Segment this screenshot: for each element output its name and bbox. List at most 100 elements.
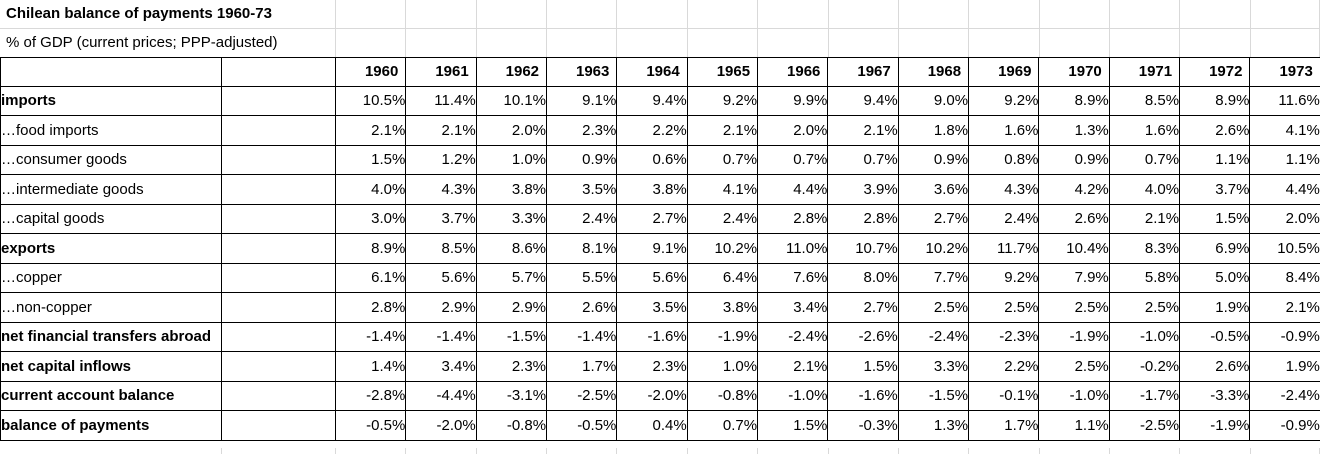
value-cell[interactable]: -2.6% [827,321,899,352]
year-header[interactable]: 1960 [334,57,407,87]
value-cell[interactable]: 5.6% [616,262,688,293]
row-label[interactable]: …non-copper [0,292,222,323]
value-cell[interactable]: -1.4% [405,321,477,352]
value-cell[interactable]: -0.9% [1249,321,1320,352]
value-cell[interactable]: 3.6% [897,174,970,205]
value-cell[interactable]: 3.3% [475,203,548,234]
value-cell[interactable]: -1.0% [757,380,829,411]
value-cell[interactable]: 5.5% [546,262,618,293]
year-header[interactable]: 1966 [757,57,829,87]
value-cell[interactable]: 1.4% [334,351,407,382]
value-cell[interactable]: 10.4% [1038,233,1110,264]
value-cell[interactable]: 8.9% [334,233,407,264]
value-cell[interactable]: 10.2% [686,233,759,264]
value-cell[interactable]: -2.5% [546,380,618,411]
value-cell[interactable]: 2.2% [616,115,688,146]
row-label[interactable]: …copper [0,262,222,293]
value-cell[interactable]: 2.4% [686,203,759,234]
value-cell[interactable]: 0.6% [616,144,688,175]
label-column-header[interactable] [0,57,222,87]
value-cell[interactable]: -0.9% [1249,410,1320,441]
value-cell[interactable]: 11.6% [1249,85,1320,116]
value-cell[interactable]: 4.2% [1038,174,1110,205]
value-cell[interactable]: -1.9% [1038,321,1110,352]
value-cell[interactable]: 2.8% [827,203,899,234]
value-cell[interactable]: -0.5% [334,410,407,441]
value-cell[interactable]: 5.8% [1108,262,1181,293]
value-cell[interactable]: 9.9% [757,85,829,116]
value-cell[interactable]: 0.9% [1038,144,1110,175]
value-cell[interactable]: 9.2% [968,85,1040,116]
value-cell[interactable]: 4.4% [1249,174,1320,205]
value-cell[interactable]: -0.5% [546,410,618,441]
value-cell[interactable]: 10.5% [334,85,407,116]
value-cell[interactable]: 0.9% [897,144,970,175]
value-cell[interactable]: 2.4% [546,203,618,234]
value-cell[interactable]: 7.7% [897,262,970,293]
value-cell[interactable]: 2.3% [475,351,548,382]
spacer-cell[interactable] [221,351,336,382]
sheet-title[interactable]: Chilean balance of payments 1960-73 [0,0,1320,29]
value-cell[interactable]: 5.6% [405,262,477,293]
value-cell[interactable]: 2.5% [897,292,970,323]
value-cell[interactable]: 4.1% [686,174,759,205]
value-cell[interactable]: 1.3% [1038,115,1110,146]
value-cell[interactable]: 1.3% [897,410,970,441]
value-cell[interactable]: -3.1% [475,380,548,411]
value-cell[interactable]: -0.5% [1179,321,1251,352]
value-cell[interactable]: 1.1% [1038,410,1110,441]
value-cell[interactable]: -0.8% [686,380,759,411]
value-cell[interactable]: 3.3% [897,351,970,382]
value-cell[interactable]: 2.0% [475,115,548,146]
value-cell[interactable]: 2.6% [1179,351,1251,382]
value-cell[interactable]: 5.0% [1179,262,1251,293]
value-cell[interactable]: 9.2% [686,85,759,116]
value-cell[interactable]: -1.6% [827,380,899,411]
value-cell[interactable]: 2.7% [897,203,970,234]
value-cell[interactable]: 3.4% [405,351,477,382]
value-cell[interactable]: 3.8% [475,174,548,205]
value-cell[interactable]: 2.3% [546,115,618,146]
value-cell[interactable]: 9.1% [546,85,618,116]
value-cell[interactable]: 3.8% [616,174,688,205]
value-cell[interactable]: 8.3% [1108,233,1181,264]
value-cell[interactable]: 2.6% [546,292,618,323]
year-header[interactable]: 1961 [405,57,477,87]
year-header[interactable]: 1963 [546,57,618,87]
value-cell[interactable]: 7.6% [757,262,829,293]
value-cell[interactable]: 2.8% [334,292,407,323]
value-cell[interactable]: 2.9% [405,292,477,323]
value-cell[interactable]: 10.5% [1249,233,1320,264]
value-cell[interactable]: 2.1% [1108,203,1181,234]
value-cell[interactable]: 2.6% [1038,203,1110,234]
value-cell[interactable]: 2.7% [616,203,688,234]
value-cell[interactable]: 0.4% [616,410,688,441]
value-cell[interactable]: -2.4% [757,321,829,352]
value-cell[interactable]: 2.1% [1249,292,1320,323]
spacer-cell[interactable] [221,380,336,411]
value-cell[interactable]: 2.0% [1249,203,1320,234]
value-cell[interactable]: 1.0% [686,351,759,382]
value-cell[interactable]: -1.6% [616,321,688,352]
value-cell[interactable]: 2.3% [616,351,688,382]
value-cell[interactable]: 3.5% [616,292,688,323]
value-cell[interactable]: -1.9% [1179,410,1251,441]
value-cell[interactable]: 3.5% [546,174,618,205]
value-cell[interactable]: 2.1% [757,351,829,382]
value-cell[interactable]: -2.5% [1108,410,1181,441]
value-cell[interactable]: -3.3% [1179,380,1251,411]
value-cell[interactable]: 9.2% [968,262,1040,293]
value-cell[interactable]: -0.2% [1108,351,1181,382]
spacer-cell[interactable] [221,292,336,323]
value-cell[interactable]: 2.1% [405,115,477,146]
sheet-subtitle[interactable]: % of GDP (current prices; PPP-adjusted) [6,34,278,51]
value-cell[interactable]: 4.0% [1108,174,1181,205]
value-cell[interactable]: 2.1% [334,115,407,146]
row-label[interactable]: imports [0,85,222,116]
value-cell[interactable]: 1.0% [475,144,548,175]
value-cell[interactable]: -2.4% [897,321,970,352]
value-cell[interactable]: 0.7% [757,144,829,175]
spacer-cell[interactable] [221,410,336,441]
row-label[interactable]: …consumer goods [0,144,222,175]
year-header[interactable]: 1965 [686,57,759,87]
